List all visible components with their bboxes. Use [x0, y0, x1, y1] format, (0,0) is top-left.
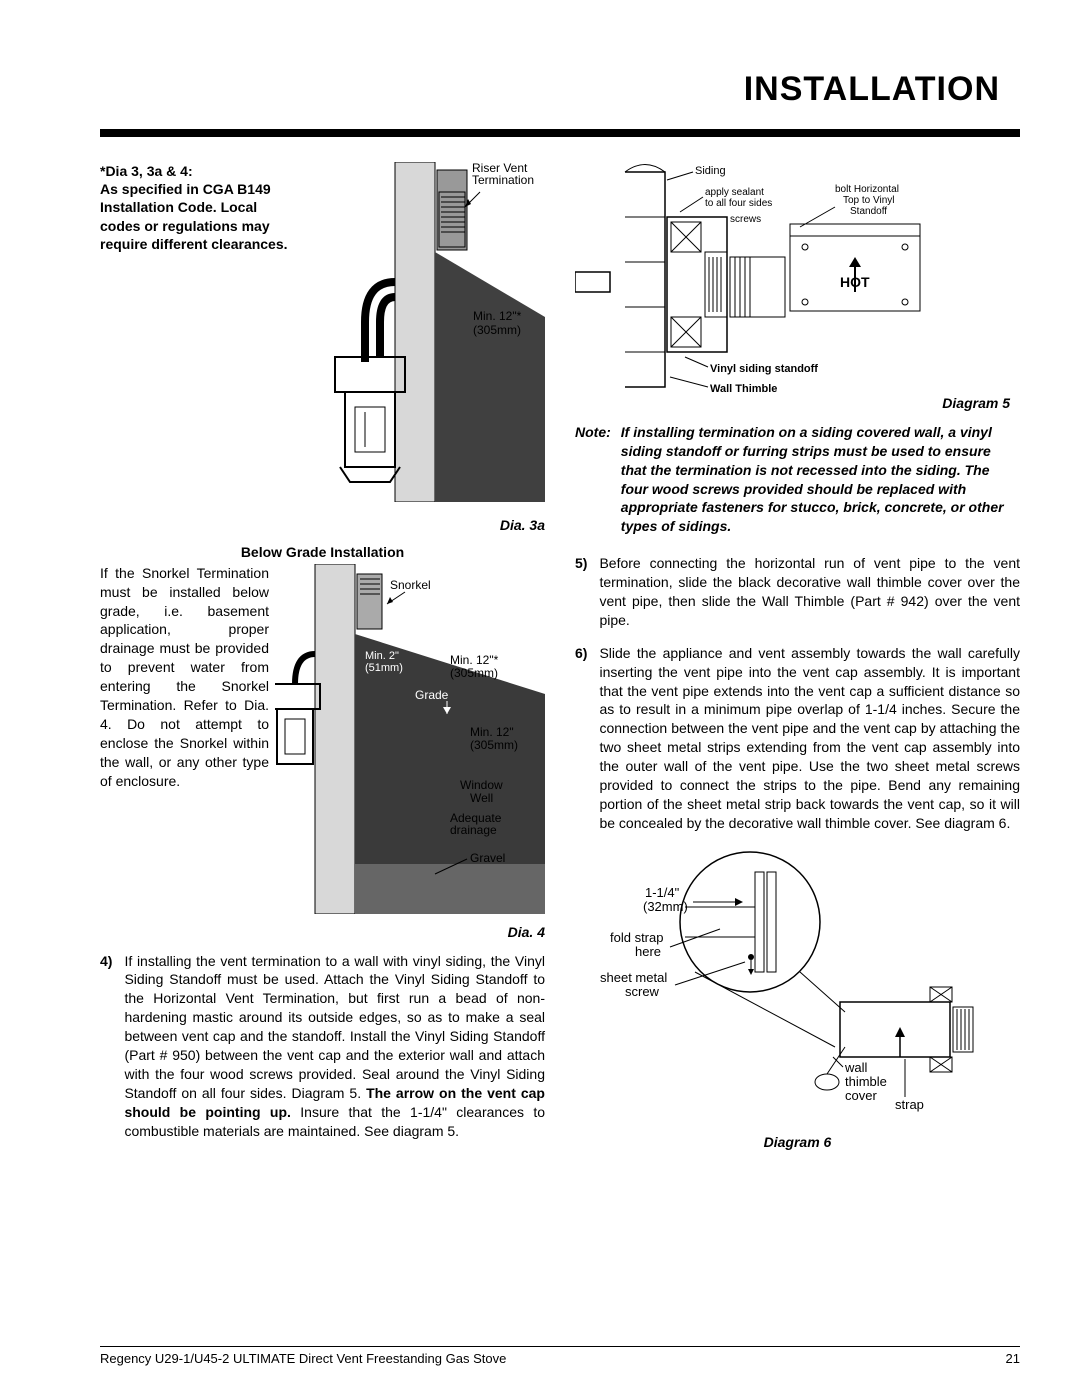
svg-text:to all four sides: to all four sides: [705, 198, 772, 209]
svg-text:here: here: [635, 944, 661, 959]
dia-3a-block: *Dia 3, 3a & 4: As specified in CGA B149…: [100, 162, 545, 512]
svg-text:Gravel: Gravel: [470, 851, 505, 865]
list-item-6: 6) Slide the appliance and vent assembly…: [575, 644, 1020, 833]
svg-text:(305mm): (305mm): [450, 666, 498, 680]
dia-4-caption: Dia. 4: [275, 923, 545, 942]
svg-text:screw: screw: [625, 984, 660, 999]
list-item-4: 4) If installing the vent termination to…: [100, 952, 545, 1141]
svg-text:Well: Well: [470, 791, 493, 805]
diagram-3a: Riser Vent Termination Min. 12"* (305mm): [315, 162, 545, 502]
note-block: Note: If installing termination on a sid…: [575, 423, 1020, 536]
page-footer: Regency U29-1/U45-2 ULTIMATE Direct Vent…: [100, 1346, 1020, 1366]
svg-text:Min. 12"*: Min. 12"*: [473, 309, 522, 323]
header-divider: [100, 129, 1020, 137]
list-num-4: 4): [100, 952, 112, 1141]
footer-left: Regency U29-1/U45-2 ULTIMATE Direct Vent…: [100, 1351, 506, 1366]
diagram-5-block: Siding apply sealant to all four sides s…: [575, 162, 1020, 412]
svg-text:(51mm): (51mm): [365, 662, 403, 674]
list-num-6: 6): [575, 644, 587, 833]
svg-text:HOT: HOT: [840, 274, 870, 290]
svg-text:strap: strap: [895, 1097, 924, 1112]
svg-text:thimble: thimble: [845, 1074, 887, 1089]
svg-text:Grade: Grade: [415, 688, 449, 702]
svg-text:Termination: Termination: [472, 173, 534, 187]
below-grade-title: Below Grade Installation: [100, 543, 545, 562]
note-label: Note:: [575, 423, 611, 536]
svg-text:drainage: drainage: [450, 823, 497, 837]
svg-text:sheet metal: sheet metal: [600, 970, 667, 985]
list-num-5: 5): [575, 554, 587, 630]
item-5-text: Before connecting the horizontal run of …: [599, 554, 1020, 630]
svg-text:Siding: Siding: [695, 165, 726, 177]
diagram-6-block: 1-1/4" (32mm) fold strap here sheet meta…: [575, 847, 1020, 1127]
item-4-text: If installing the vent termination to a …: [124, 953, 545, 1101]
svg-text:cover: cover: [845, 1088, 877, 1103]
svg-text:screws: screws: [730, 214, 761, 225]
svg-text:Standoff: Standoff: [850, 206, 887, 217]
svg-text:1-1/4": 1-1/4": [645, 885, 680, 900]
dia-3a-caption: Dia. 3a: [100, 516, 545, 535]
svg-text:Top to Vinyl: Top to Vinyl: [843, 195, 895, 206]
left-column: *Dia 3, 3a & 4: As specified in CGA B149…: [100, 162, 545, 1154]
svg-text:Wall Thimble: Wall Thimble: [710, 383, 777, 395]
dia-note-text: *Dia 3, 3a & 4: As specified in CGA B149…: [100, 162, 300, 253]
list-item-5: 5) Before connecting the horizontal run …: [575, 554, 1020, 630]
svg-text:bolt Horizontal: bolt Horizontal: [835, 184, 899, 195]
svg-text:Min. 12"*: Min. 12"*: [450, 653, 499, 667]
item-4-body: If installing the vent termination to a …: [124, 952, 545, 1141]
svg-text:fold strap: fold strap: [610, 930, 663, 945]
right-column: Siding apply sealant to all four sides s…: [575, 162, 1020, 1154]
svg-text:(305mm): (305mm): [470, 738, 518, 752]
item-6-text: Slide the appliance and vent assembly to…: [599, 644, 1020, 833]
svg-text:Min. 12": Min. 12": [470, 725, 514, 739]
svg-text:apply sealant: apply sealant: [705, 187, 764, 198]
note-text: If installing termination on a siding co…: [621, 423, 1020, 536]
page-title: INSTALLATION: [100, 70, 1000, 109]
svg-text:Snorkel: Snorkel: [390, 578, 431, 592]
svg-text:(305mm): (305mm): [473, 323, 521, 337]
diagram-4: Snorkel Min. 2" (51mm) Min. 12"* (305mm): [275, 564, 545, 914]
footer-page-num: 21: [1006, 1351, 1020, 1366]
svg-text:Window: Window: [460, 778, 503, 792]
svg-text:wall: wall: [844, 1060, 868, 1075]
diagram-5: Siding apply sealant to all four sides s…: [575, 162, 1015, 412]
diagram-6: 1-1/4" (32mm) fold strap here sheet meta…: [575, 847, 1015, 1122]
svg-text:Min. 2": Min. 2": [365, 650, 399, 662]
dia-6-caption: Diagram 6: [575, 1133, 1020, 1152]
svg-text:Vinyl siding standoff: Vinyl siding standoff: [710, 363, 818, 375]
two-column-layout: *Dia 3, 3a & 4: As specified in CGA B149…: [100, 162, 1020, 1154]
svg-text:(32mm): (32mm): [643, 899, 688, 914]
